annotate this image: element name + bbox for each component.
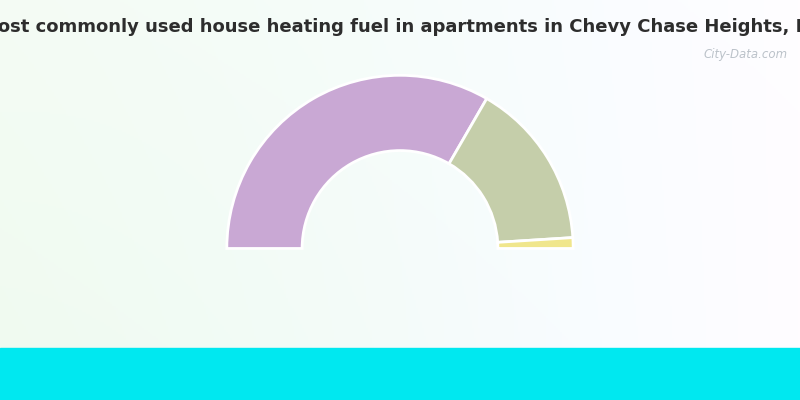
Wedge shape [227,75,486,248]
Bar [0,348,800,400]
Text: Most commonly used house heating fuel in apartments in Chevy Chase Heights, PA: Most commonly used house heating fuel in… [0,18,800,36]
Wedge shape [498,238,573,248]
Wedge shape [449,98,573,242]
Text: City-Data.com: City-Data.com [704,48,788,61]
